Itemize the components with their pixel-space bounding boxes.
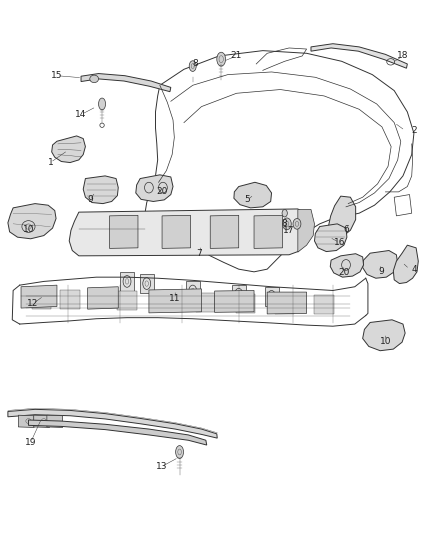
- Polygon shape: [234, 182, 272, 208]
- Text: 8: 8: [282, 220, 288, 228]
- Polygon shape: [52, 136, 85, 163]
- Polygon shape: [314, 224, 347, 252]
- Polygon shape: [140, 274, 154, 293]
- Text: 13: 13: [156, 462, 168, 471]
- Text: 8: 8: [192, 60, 198, 68]
- Text: 16: 16: [334, 238, 345, 247]
- Text: 14: 14: [75, 110, 87, 119]
- Polygon shape: [330, 254, 364, 277]
- Polygon shape: [311, 44, 407, 68]
- Polygon shape: [60, 290, 80, 309]
- Polygon shape: [8, 409, 217, 438]
- Text: 10: 10: [23, 225, 34, 233]
- Text: 11: 11: [170, 294, 181, 303]
- Polygon shape: [8, 204, 56, 239]
- Text: 10: 10: [380, 337, 391, 345]
- Polygon shape: [149, 289, 201, 313]
- Polygon shape: [34, 415, 49, 427]
- Text: 6: 6: [343, 225, 349, 233]
- Text: 20: 20: [338, 269, 350, 277]
- Polygon shape: [314, 295, 334, 314]
- Ellipse shape: [176, 446, 184, 458]
- Polygon shape: [32, 290, 51, 309]
- Polygon shape: [265, 287, 279, 306]
- Polygon shape: [186, 281, 200, 301]
- Polygon shape: [328, 196, 356, 239]
- Polygon shape: [267, 292, 307, 314]
- Polygon shape: [88, 287, 118, 309]
- Polygon shape: [363, 320, 405, 351]
- Text: 7: 7: [196, 249, 202, 257]
- Text: 19: 19: [25, 438, 36, 447]
- Text: 12: 12: [27, 300, 39, 308]
- Text: 9: 9: [87, 196, 93, 204]
- Polygon shape: [298, 209, 314, 252]
- Text: 15: 15: [51, 71, 63, 80]
- Polygon shape: [363, 251, 398, 278]
- Polygon shape: [157, 292, 176, 311]
- Polygon shape: [232, 285, 246, 304]
- Polygon shape: [28, 420, 207, 445]
- Text: 5: 5: [244, 196, 251, 204]
- Polygon shape: [393, 245, 418, 284]
- Polygon shape: [110, 215, 138, 248]
- Text: 20: 20: [156, 188, 168, 196]
- Ellipse shape: [90, 75, 99, 83]
- Polygon shape: [18, 415, 34, 427]
- Ellipse shape: [99, 98, 106, 110]
- Text: 9: 9: [378, 268, 384, 276]
- Text: 21: 21: [231, 52, 242, 60]
- Polygon shape: [117, 291, 137, 310]
- Text: 2: 2: [411, 126, 417, 135]
- Polygon shape: [254, 215, 283, 248]
- Polygon shape: [215, 290, 254, 312]
- Text: 18: 18: [397, 52, 409, 60]
- Text: 4: 4: [411, 265, 417, 273]
- Polygon shape: [83, 176, 118, 204]
- Polygon shape: [21, 285, 57, 308]
- Polygon shape: [236, 294, 255, 313]
- Ellipse shape: [293, 219, 301, 229]
- Polygon shape: [81, 74, 171, 92]
- Ellipse shape: [282, 209, 287, 217]
- Text: 1: 1: [47, 158, 53, 167]
- Polygon shape: [196, 293, 215, 312]
- Polygon shape: [162, 215, 191, 248]
- Polygon shape: [210, 215, 239, 248]
- Ellipse shape: [283, 218, 291, 230]
- Ellipse shape: [217, 52, 226, 66]
- Ellipse shape: [189, 61, 196, 71]
- Polygon shape: [47, 415, 63, 427]
- Text: 17: 17: [283, 227, 295, 235]
- Polygon shape: [136, 175, 173, 201]
- Polygon shape: [69, 209, 311, 256]
- Polygon shape: [120, 272, 134, 291]
- Polygon shape: [275, 295, 294, 314]
